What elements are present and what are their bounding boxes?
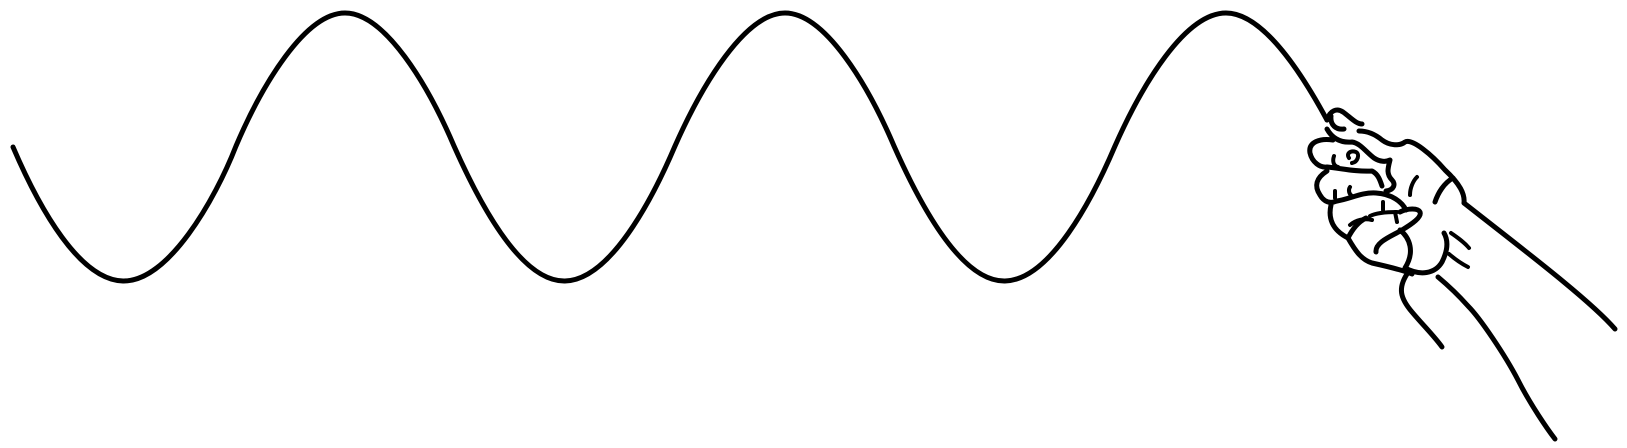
finger-4 <box>1345 206 1423 255</box>
finger-3 <box>1327 190 1415 277</box>
forearm-upper-edge <box>1461 200 1618 332</box>
palm-lines <box>1447 231 1471 269</box>
forearm-lower-edge <box>1435 274 1558 442</box>
knuckle-line <box>1408 175 1419 197</box>
rope-wave <box>10 10 1330 284</box>
palm-curl <box>1397 227 1450 276</box>
finger-2-creases <box>1331 154 1354 200</box>
finger-1 <box>1307 126 1397 194</box>
finger-1-nail <box>1346 149 1361 165</box>
rope-tail <box>1398 271 1445 350</box>
hand-crease <box>1432 175 1456 205</box>
thumb <box>1324 107 1365 132</box>
hand-back <box>1356 128 1467 206</box>
hand-icon <box>1307 107 1618 442</box>
